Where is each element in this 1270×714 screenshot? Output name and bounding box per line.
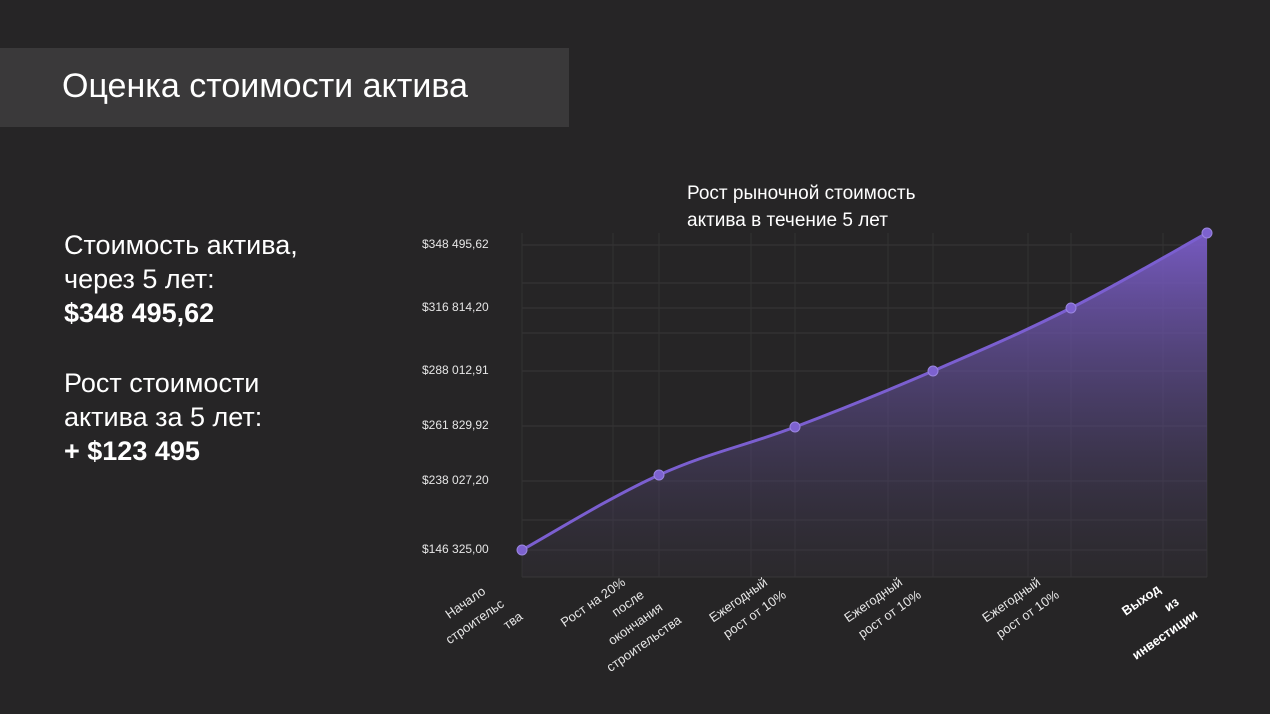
series-area <box>522 233 1207 577</box>
chart-title-line2: актива в течение 5 лет <box>687 210 888 231</box>
asset-value-label-line1: Стоимость актива, <box>64 230 298 260</box>
y-tick-label: $316 814,20 <box>422 300 489 314</box>
x-tick-text: Выход <box>1119 581 1164 619</box>
chart-points-layer <box>516 227 1213 556</box>
chart-title-line1: Рост рыночной стоимость <box>687 183 916 204</box>
asset-growth-label-line2: актива за 5 лет: <box>64 402 263 432</box>
y-tick-label: $261 829,92 <box>422 418 489 432</box>
data-point-1 <box>516 544 528 556</box>
asset-value-amount: $348 495,62 <box>64 298 215 328</box>
y-tick-label: $288 012,91 <box>422 363 489 377</box>
chart-line-layer <box>521 231 1208 552</box>
series-line <box>521 231 1208 552</box>
y-tick-label: $146 325,00 <box>422 542 489 556</box>
x-tick-text: из <box>1161 594 1182 615</box>
y-tick-label: $238 027,20 <box>422 473 489 487</box>
data-point-2 <box>653 469 665 481</box>
page-title: Оценка стоимости актива <box>62 67 468 105</box>
x-tick-text: инвестиции <box>1129 607 1200 663</box>
data-point-6 <box>1201 227 1213 239</box>
data-point-5 <box>1065 302 1077 314</box>
data-point-4 <box>927 365 939 377</box>
title-band <box>0 48 569 127</box>
chart-title: Рост рыночной стоимость актива в течение… <box>687 180 916 234</box>
y-axis-ticks: $146 325,00 $238 027,20 $261 829,92 $288 01… <box>422 237 489 556</box>
asset-growth-amount: + $123 495 <box>64 436 200 466</box>
y-tick-label: $348 495,62 <box>422 237 489 251</box>
asset-growth-summary: Рост стоимости актива за 5 лет: + $123 4… <box>64 366 262 468</box>
asset-value-label-line2: через 5 лет: <box>64 264 215 294</box>
x-tick-text: тва <box>500 608 526 632</box>
asset-growth-label-line1: Рост стоимости <box>64 368 260 398</box>
data-point-3 <box>789 421 801 433</box>
asset-value-summary: Стоимость актива, через 5 лет: $348 495,… <box>64 228 298 330</box>
chart-area-layer <box>522 233 1207 577</box>
